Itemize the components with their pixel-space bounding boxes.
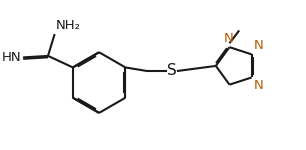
Text: HN: HN (1, 51, 21, 64)
Text: N: N (223, 32, 233, 45)
Text: S: S (167, 63, 177, 78)
Text: N: N (253, 79, 263, 92)
Text: N: N (253, 39, 263, 52)
Text: NH₂: NH₂ (56, 19, 81, 32)
